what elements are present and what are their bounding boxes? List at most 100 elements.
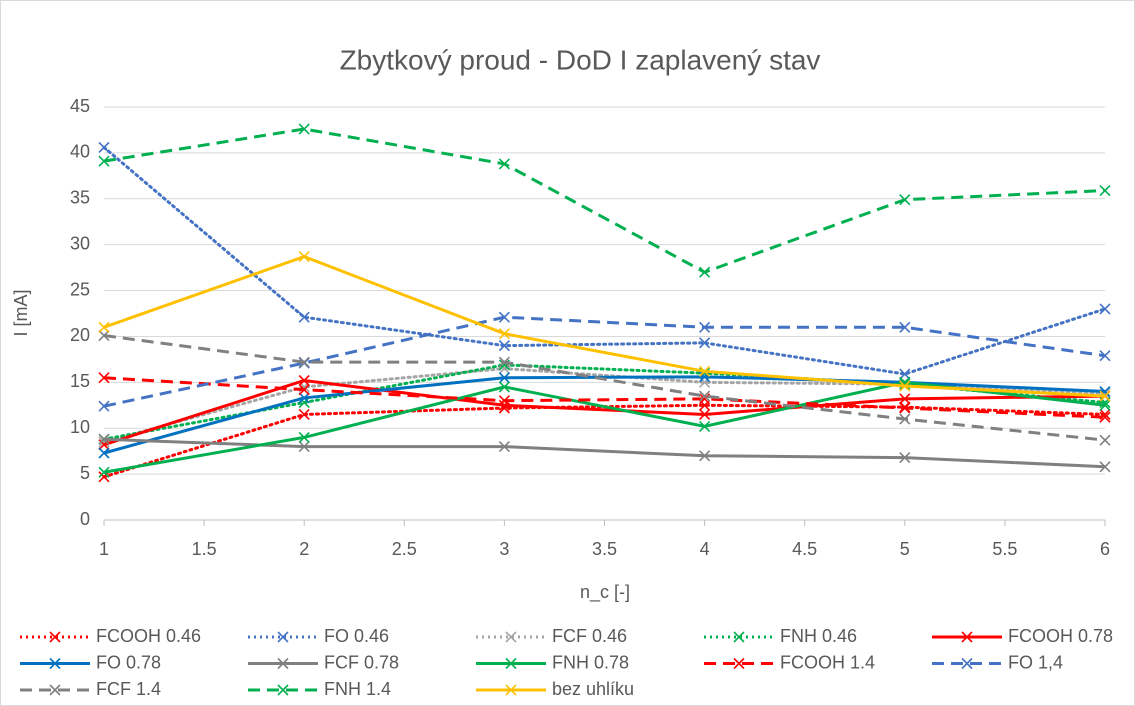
- marker: [298, 374, 310, 387]
- x-tick-label: 5: [900, 539, 910, 559]
- series-line: [102, 145, 1107, 376]
- y-tick-label: 15: [70, 371, 90, 391]
- legend-label: FNH 0.46: [780, 626, 857, 646]
- series-line: [103, 437, 1106, 469]
- legend-label: FO 0.46: [324, 626, 389, 646]
- marker: [1099, 390, 1111, 402]
- x-tick-label: 6: [1100, 539, 1110, 559]
- series-line: [103, 380, 1106, 474]
- series-line: [103, 254, 1106, 398]
- marker: [298, 408, 310, 421]
- marker: [277, 684, 289, 696]
- marker: [505, 684, 517, 696]
- marker: [498, 372, 510, 384]
- legend-label: FO 1,4: [1008, 652, 1063, 672]
- legend-label: FCF 1.4: [96, 679, 161, 699]
- marker: [98, 447, 110, 459]
- marker: [1099, 434, 1111, 446]
- marker: [733, 631, 745, 643]
- marker: [277, 657, 289, 670]
- marker: [899, 321, 911, 333]
- marker: [298, 251, 310, 263]
- marker: [298, 384, 310, 396]
- marker: [699, 365, 711, 377]
- series-line: [103, 378, 1106, 447]
- marker: [298, 311, 310, 323]
- marker: [98, 439, 110, 451]
- y-axis-label: I [mA]: [11, 289, 31, 336]
- marker: [498, 311, 510, 323]
- marker: [498, 328, 510, 340]
- marker: [98, 141, 110, 153]
- marker: [98, 155, 110, 167]
- marker: [498, 356, 510, 368]
- x-tick-label: 1: [99, 539, 109, 559]
- marker: [1099, 184, 1111, 197]
- marker: [505, 657, 517, 670]
- marker: [699, 408, 711, 421]
- y-tick-label: 20: [70, 325, 90, 345]
- x-tick-label: 2: [299, 539, 309, 559]
- y-tick-label: 10: [70, 417, 90, 437]
- x-tick-label: 5.5: [992, 539, 1017, 559]
- marker: [49, 657, 61, 670]
- marker: [699, 371, 711, 383]
- legend-label: FCOOH 0.46: [96, 626, 201, 646]
- y-tick-label: 45: [70, 96, 90, 116]
- series-line: [103, 334, 1106, 442]
- y-tick-label: 35: [70, 188, 90, 208]
- marker: [899, 402, 911, 414]
- marker: [498, 381, 510, 393]
- marker: [699, 337, 711, 349]
- marker: [498, 158, 510, 170]
- marker: [298, 123, 310, 135]
- marker: [699, 390, 711, 402]
- series-line: [103, 127, 1106, 274]
- marker: [98, 321, 110, 333]
- marker: [98, 471, 110, 483]
- series-line: [103, 376, 1106, 419]
- marker: [298, 356, 310, 368]
- marker: [298, 431, 310, 443]
- marker: [98, 372, 110, 384]
- x-tick-label: 3: [499, 539, 509, 559]
- legend-label: bez uhlíku: [552, 679, 634, 699]
- marker: [298, 392, 310, 404]
- x-axis-label: n_c [-]: [580, 582, 630, 603]
- legend-label: FNH 1.4: [324, 679, 391, 699]
- marker: [98, 433, 110, 445]
- y-tick-label: 40: [70, 142, 90, 162]
- marker: [899, 194, 911, 206]
- marker: [899, 413, 911, 425]
- marker: [1099, 350, 1111, 362]
- marker: [98, 329, 110, 342]
- marker: [1099, 411, 1111, 423]
- marker: [1099, 399, 1111, 411]
- marker: [498, 340, 510, 352]
- chart-title: Zbytkový proud - DoD I zaplavený stav: [340, 44, 821, 75]
- legend-label: FO 0.78: [96, 652, 161, 672]
- legend-label: FCF 0.78: [324, 652, 399, 672]
- marker: [733, 657, 745, 670]
- y-tick-label: 0: [80, 509, 90, 529]
- series-line: [103, 375, 1106, 455]
- marker: [961, 657, 973, 670]
- legend-label: FCF 0.46: [552, 626, 627, 646]
- y-tick-label: 25: [70, 279, 90, 299]
- x-tick-label: 3.5: [592, 539, 617, 559]
- x-tick-label: 2.5: [392, 539, 417, 559]
- marker: [899, 452, 911, 464]
- marker: [49, 631, 61, 643]
- marker: [699, 266, 711, 278]
- x-tick-label: 4.5: [792, 539, 817, 559]
- marker: [277, 631, 289, 643]
- legend-label: FNH 0.78: [552, 652, 629, 672]
- marker: [49, 684, 61, 696]
- series-line: [103, 315, 1106, 408]
- marker: [1099, 461, 1111, 473]
- marker: [699, 321, 711, 333]
- marker: [699, 376, 711, 388]
- legend-label: FCOOH 1.4: [780, 652, 875, 672]
